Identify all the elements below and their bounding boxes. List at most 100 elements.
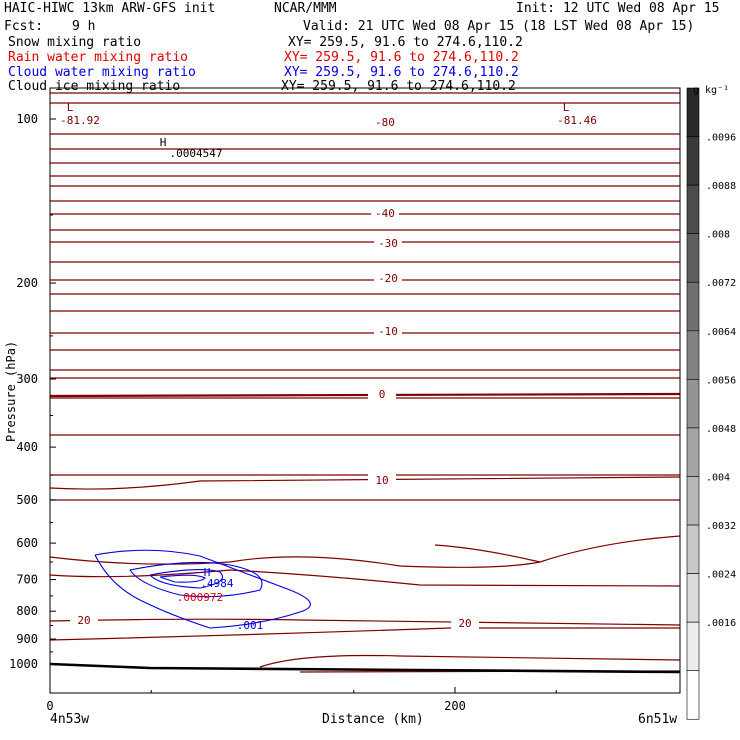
colorbar-tick-label: .0088 [706, 181, 736, 192]
field-name-rain: Rain water mixing ratio [8, 50, 189, 65]
contour-label-bg [368, 474, 396, 487]
colorbar-tick-label: .004 [706, 472, 730, 483]
x-tick-label: 0 [46, 699, 53, 713]
isotherm-line [259, 654, 681, 668]
left-endpoint-label: 4n53w [50, 712, 90, 727]
colorbar-swatch [686, 524, 700, 574]
header-fcst-value: 9 h [72, 19, 96, 34]
colorbar-tick-label: .008 [706, 230, 730, 241]
colorbar-tick-label: .0016 [706, 618, 736, 629]
isotherm-label: 10 [375, 474, 388, 487]
y-tick-label: 600 [16, 536, 38, 550]
isotherm-line [49, 392, 681, 398]
isotherm-line [49, 476, 681, 490]
extremum-value: .000972 [177, 591, 223, 604]
colorbar-tick-label: .0072 [706, 278, 736, 289]
contour-label-bg [368, 388, 396, 401]
header-org: NCAR/MMM [274, 1, 337, 16]
x-tick-label: 200 [444, 699, 466, 713]
extremum-value: -81.46 [557, 114, 597, 127]
colorbar-swatch [686, 184, 700, 234]
header-valid: Valid: 21 UTC Wed 08 Apr 15 (18 LST Wed … [303, 19, 695, 34]
colorbar-swatch [686, 621, 700, 672]
isotherm-line [49, 618, 681, 626]
y-tick-label: 300 [16, 372, 38, 386]
field-xy-cloud-water: XY= 259.5, 91.6 to 274.6,110.2 [284, 65, 519, 80]
x-axis-label: Distance (km) [322, 712, 424, 727]
colorbar-swatch [686, 136, 700, 186]
cloud-water-contour [159, 574, 206, 583]
field-name-cloud-ice: Cloud ice mixing ratio [8, 79, 181, 94]
colorbar-swatch [686, 573, 700, 623]
header-title: HAIC-HIWC 13km ARW-GFS init [4, 1, 216, 16]
y-tick-label: 1000 [9, 657, 38, 671]
contour-label-bg [374, 272, 402, 285]
extremum-mark: H [160, 136, 167, 149]
cloud-water-contour [94, 549, 311, 629]
isotherm-line [49, 627, 680, 641]
extremum-value: .0004547 [170, 147, 223, 160]
isotherm-label: -30 [378, 237, 398, 250]
colorbar-unit: g kg⁻¹ [693, 85, 730, 96]
isotherm-label: -40 [375, 207, 395, 220]
isotherm-label: -10 [378, 325, 398, 338]
contour-label-bg [451, 617, 479, 630]
colorbar-tick-label: .0048 [706, 424, 736, 435]
colorbar-swatch [686, 233, 700, 283]
contour-label-bg [374, 325, 402, 338]
right-endpoint-label: 6n51w [638, 712, 678, 727]
extremum-mark: L [67, 101, 74, 114]
y-tick-label: 900 [16, 632, 38, 646]
colorbar-swatch [686, 427, 700, 477]
colorbar: .0096 .0088 .008 .0072 .0064 .0056 .0048 .004 .0… [686, 87, 736, 720]
colorbar-tick-label: .0024 [706, 570, 736, 581]
extremum-value: .4984 [200, 577, 233, 590]
isotherm-label: 20 [458, 617, 471, 630]
contour-label-bg [70, 614, 98, 627]
header-init: Init: 12 UTC Wed 08 Apr 15 [516, 1, 720, 16]
isotherm-contours [49, 92, 681, 674]
isotherm-line [434, 544, 541, 563]
field-xy-cloud-ice: XY= 259.5, 91.6 to 274.6,110.2 [281, 79, 516, 94]
isotherm-label: 20 [77, 614, 90, 627]
isotherm-line [49, 569, 681, 587]
colorbar-swatch [686, 281, 700, 332]
colorbar-swatch [686, 476, 700, 526]
colorbar-swatch [686, 379, 700, 429]
colorbar-tick-label: .0056 [706, 375, 736, 386]
colorbar-swatch [686, 670, 700, 720]
colorbar-tick-label: .0064 [706, 327, 736, 338]
extremum-value: -81.92 [60, 114, 100, 127]
cloud-water-contours [94, 549, 311, 629]
isotherm-label: -20 [378, 272, 398, 285]
y-tick-label: 100 [16, 112, 38, 126]
isotherm-label: 0 [379, 388, 386, 401]
contour-label-bg [374, 237, 402, 250]
terrain-line [49, 662, 681, 674]
y-tick-label: 200 [16, 276, 38, 290]
field-xy-rain: XY= 259.5, 91.6 to 274.6,110.2 [284, 50, 519, 65]
y-axis-label: Pressure (hPa) [4, 340, 18, 442]
y-tick-label: 800 [16, 604, 38, 618]
isotherm-line [49, 535, 681, 568]
extremum-mark: L [563, 101, 570, 114]
field-name-snow: Snow mixing ratio [8, 35, 142, 50]
colorbar-tick-label: .0032 [706, 521, 736, 532]
contour-label-bg [371, 116, 399, 129]
colorbar-swatch [686, 330, 700, 380]
header-fcst-label: Fcst: [4, 19, 44, 34]
colorbar-tick-label: .0096 [706, 133, 736, 144]
cloud-water-contour [129, 561, 263, 598]
cloud-water-contour [149, 569, 224, 589]
plot-border [49, 87, 681, 694]
contour-label-bg [371, 207, 399, 220]
extremum-value: .001 [237, 619, 264, 632]
extremum-mark: H [204, 566, 211, 579]
y-tick-label: 400 [16, 440, 38, 454]
field-xy-snow: XY= 259.5, 91.6 to 274.6,110.2 [288, 35, 523, 50]
y-tick-label: 500 [16, 493, 38, 507]
field-name-cloud-water: Cloud water mixing ratio [8, 65, 196, 80]
